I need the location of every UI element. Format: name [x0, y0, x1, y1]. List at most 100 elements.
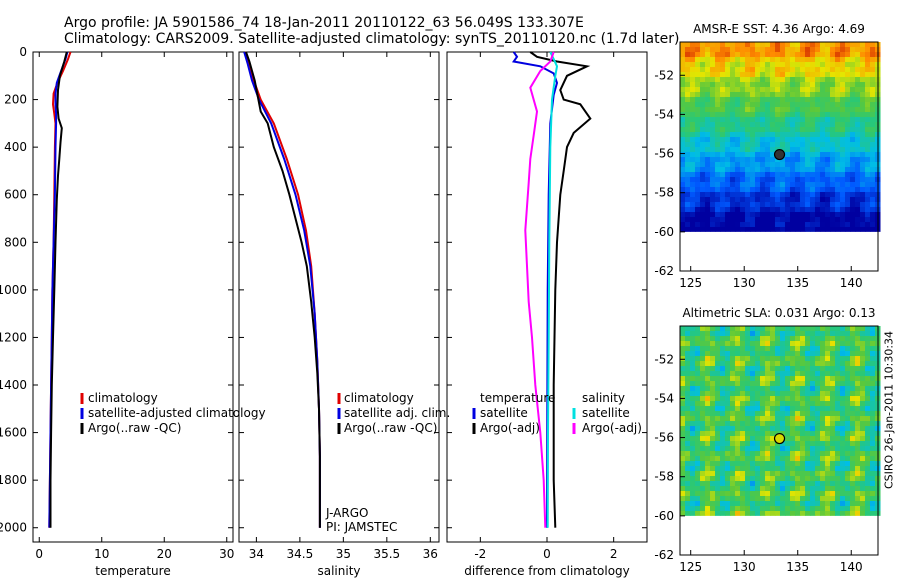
heatmap-cell — [720, 496, 726, 502]
heatmap-cell — [855, 172, 861, 178]
heatmap-cell — [845, 122, 851, 128]
heatmap-cell — [840, 406, 846, 412]
heatmap-cell — [770, 192, 776, 198]
heatmap-cell — [690, 197, 696, 203]
heatmap-cell — [700, 441, 706, 447]
heatmap-cell — [800, 207, 806, 213]
heatmap-cell — [765, 122, 771, 128]
heatmap-cell — [765, 351, 771, 357]
heatmap-cell — [815, 132, 821, 138]
heatmap-cell — [790, 481, 796, 487]
heatmap-cell — [795, 341, 801, 347]
heatmap-cell — [730, 366, 736, 372]
heatmap-cell — [715, 112, 721, 118]
heatmap-cell — [815, 376, 821, 382]
y-tick-label: -58 — [654, 470, 674, 484]
heatmap-cell — [815, 381, 821, 387]
heatmap-cell — [735, 42, 741, 48]
heatmap-cell — [725, 446, 731, 452]
x-tick-label: 135 — [786, 560, 809, 574]
heatmap-cell — [830, 391, 836, 397]
y-tick-label: -58 — [654, 186, 674, 200]
heatmap-cell — [745, 326, 751, 332]
heatmap-cell — [870, 481, 876, 487]
heatmap-cell — [715, 446, 721, 452]
heatmap-cell — [840, 177, 846, 183]
heatmap-cell — [770, 62, 776, 68]
heatmap-cell — [765, 451, 771, 457]
heatmap-cell — [865, 431, 871, 437]
heatmap-cell — [715, 366, 721, 372]
heatmap-cell — [730, 481, 736, 487]
heatmap-cell — [700, 42, 706, 48]
chart-title-line1: Argo profile: JA 5901586_74 18-Jan-2011 … — [64, 15, 584, 31]
heatmap-cell — [795, 326, 801, 332]
heatmap-cell — [845, 501, 851, 507]
heatmap-cell — [795, 87, 801, 93]
heatmap-cell — [700, 117, 706, 123]
heatmap-cell — [770, 207, 776, 213]
heatmap-cell — [695, 476, 701, 482]
heatmap-cell — [780, 172, 786, 178]
heatmap-cell — [755, 192, 761, 198]
heatmap-cell — [750, 187, 756, 193]
heatmap-cell — [745, 52, 751, 58]
heatmap-cell — [780, 391, 786, 397]
heatmap-cell — [715, 47, 721, 53]
heatmap-cell — [810, 157, 816, 163]
heatmap-cell — [815, 147, 821, 153]
heatmap-cell — [730, 391, 736, 397]
heatmap-cell — [690, 127, 696, 133]
heatmap-cell — [815, 87, 821, 93]
heatmap-cell — [770, 356, 776, 362]
heatmap-cell — [820, 152, 826, 158]
heatmap-cell — [760, 152, 766, 158]
heatmap-cell — [800, 202, 806, 208]
heatmap-cell — [755, 57, 761, 63]
heatmap-cell — [705, 396, 711, 402]
heatmap-cell — [860, 42, 866, 48]
heatmap-cell — [735, 142, 741, 148]
heatmap-cell — [850, 167, 856, 173]
heatmap-cell — [795, 431, 801, 437]
heatmap-cell — [815, 496, 821, 502]
heatmap-cell — [730, 416, 736, 422]
heatmap-cell — [710, 177, 716, 183]
heatmap-cell — [700, 212, 706, 218]
heatmap-cell — [820, 386, 826, 392]
heatmap-cell — [810, 142, 816, 148]
heatmap-cell — [725, 122, 731, 128]
heatmap-cell — [870, 471, 876, 477]
heatmap-cell — [715, 371, 721, 377]
heatmap-cell — [755, 481, 761, 487]
heatmap-cell — [720, 222, 726, 228]
heatmap-cell — [840, 366, 846, 372]
heatmap-cell — [790, 157, 796, 163]
heatmap-cell — [795, 57, 801, 63]
heatmap-cell — [725, 137, 731, 143]
heatmap-cell — [870, 132, 876, 138]
heatmap-cell — [855, 451, 861, 457]
heatmap-cell — [830, 356, 836, 362]
heatmap-cell — [840, 391, 846, 397]
heatmap-cell — [830, 182, 836, 188]
heatmap-cell — [855, 326, 861, 332]
heatmap-cell — [795, 401, 801, 407]
heatmap-cell — [720, 107, 726, 113]
heatmap-cell — [710, 431, 716, 437]
heatmap-cell — [705, 182, 711, 188]
heatmap-cell — [685, 511, 691, 516]
heatmap-cell — [865, 227, 871, 232]
heatmap-cell — [860, 501, 866, 507]
heatmap-cell — [765, 172, 771, 178]
heatmap-cell — [750, 117, 756, 123]
x-tick-label: 20 — [157, 547, 172, 561]
heatmap-cell — [835, 461, 841, 467]
heatmap-cell — [710, 426, 716, 432]
heatmap-cell — [870, 97, 876, 103]
heatmap-cell — [805, 42, 811, 48]
y-tick-label: 0 — [19, 45, 27, 59]
heatmap-cell — [770, 506, 776, 512]
heatmap-cell — [790, 67, 796, 73]
heatmap-cell — [710, 376, 716, 382]
